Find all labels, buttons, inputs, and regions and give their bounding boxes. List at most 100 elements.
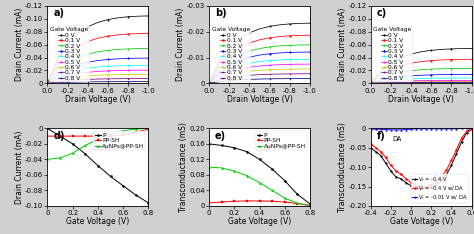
Y-axis label: Drain Current (mA): Drain Current (mA)	[176, 8, 185, 81]
AuNPs@PP-SH	[108, 132, 113, 135]
X-axis label: Gate Voltage (V): Gate Voltage (V)	[390, 217, 453, 227]
Text: c): c)	[377, 8, 387, 18]
$V_r$ = -0.01 V w/ DA	[423, 127, 429, 130]
AuNPs@PP-SH	[256, 181, 262, 184]
$V_r$ = -0.01 V w/ DA	[388, 128, 394, 131]
$V_r$ = -0.01 V w/ DA	[469, 127, 474, 130]
$V_r$ = -0.4 V w/ DA	[454, 148, 459, 151]
PP-SH	[45, 135, 50, 138]
$V_r$ = -0.01 V w/ DA	[454, 127, 459, 130]
AuNPs@PP-SH	[95, 138, 101, 141]
PP-SH	[120, 133, 126, 136]
AuNPs@PP-SH	[307, 204, 313, 207]
X-axis label: Gate Voltage (V): Gate Voltage (V)	[228, 217, 291, 227]
X-axis label: Gate Voltage (V): Gate Voltage (V)	[66, 217, 129, 227]
$V_r$ = -0.4 V w/ DA	[428, 183, 434, 186]
Line: P: P	[208, 143, 311, 205]
P	[269, 168, 275, 171]
AuNPs@PP-SH	[244, 174, 250, 177]
X-axis label: Drain Voltage (V): Drain Voltage (V)	[388, 95, 454, 104]
Line: $V_r$ = -0.01 V w/ DA: $V_r$ = -0.01 V w/ DA	[370, 128, 473, 131]
$V_r$ = -0.4 V w/ DA	[423, 185, 429, 188]
Y-axis label: Drain Current (mA): Drain Current (mA)	[15, 8, 24, 81]
$V_r$ = -0.4 V w/ DA	[444, 169, 449, 172]
$V_r$ = -0.4 V	[469, 128, 474, 131]
$V_r$ = -0.4 V w/ DA	[438, 176, 444, 178]
Line: PP-SH: PP-SH	[46, 128, 149, 137]
$V_r$ = -0.4 V	[428, 185, 434, 188]
P	[108, 175, 113, 178]
$V_r$ = -0.4 V	[448, 164, 454, 167]
AuNPs@PP-SH	[294, 202, 300, 205]
Y-axis label: Drain Current (mA): Drain Current (mA)	[15, 131, 24, 204]
PP-SH	[95, 135, 101, 138]
AuNPs@PP-SH	[57, 157, 63, 159]
$V_r$ = -0.4 V	[423, 187, 429, 190]
Legend: P, PP-SH, AuNPs@PP-SH: P, PP-SH, AuNPs@PP-SH	[255, 131, 307, 150]
PP-SH	[206, 201, 212, 204]
$V_r$ = -0.4 V w/ DA	[459, 137, 465, 139]
PP-SH	[282, 201, 288, 203]
$V_r$ = -0.4 V w/ DA	[393, 170, 399, 172]
$V_r$ = -0.4 V w/ DA	[408, 181, 414, 184]
$V_r$ = -0.4 V w/ DA	[388, 164, 394, 167]
$V_r$ = -0.01 V w/ DA	[393, 128, 399, 131]
Line: $V_r$ = -0.4 V w/ DA: $V_r$ = -0.4 V w/ DA	[370, 128, 473, 187]
AuNPs@PP-SH	[120, 129, 126, 132]
$V_r$ = -0.01 V w/ DA	[438, 127, 444, 130]
$V_r$ = -0.4 V	[378, 154, 383, 157]
AuNPs@PP-SH	[82, 144, 88, 147]
$V_r$ = -0.4 V w/ DA	[383, 156, 389, 159]
$V_r$ = -0.4 V	[373, 150, 379, 153]
PP-SH	[57, 135, 63, 138]
Y-axis label: Transconductance (mS): Transconductance (mS)	[179, 122, 188, 212]
Line: AuNPs@PP-SH: AuNPs@PP-SH	[46, 127, 149, 161]
$V_r$ = -0.4 V w/ DA	[378, 150, 383, 153]
PP-SH	[146, 128, 151, 131]
$V_r$ = -0.4 V w/ DA	[433, 180, 439, 183]
$V_r$ = -0.4 V	[368, 146, 374, 149]
P	[120, 184, 126, 187]
Line: PP-SH: PP-SH	[208, 200, 311, 207]
AuNPs@PP-SH	[269, 189, 275, 192]
Legend: 0 V, 0.1 V, 0.2 V, 0.3 V, 0.4 V, 0.5 V, 0.6 V, 0.7 V, 0.8 V: 0 V, 0.1 V, 0.2 V, 0.3 V, 0.4 V, 0.5 V, …	[210, 26, 251, 82]
Text: f): f)	[377, 131, 385, 141]
AuNPs@PP-SH	[70, 152, 75, 155]
$V_r$ = -0.4 V w/ DA	[418, 185, 424, 188]
$V_r$ = -0.4 V	[454, 152, 459, 155]
$V_r$ = -0.01 V w/ DA	[368, 128, 374, 131]
P	[57, 135, 63, 138]
$V_r$ = -0.4 V	[464, 132, 469, 134]
$V_r$ = -0.4 V	[459, 141, 465, 143]
$V_r$ = -0.4 V	[403, 181, 409, 184]
PP-SH	[133, 131, 138, 134]
Y-axis label: Transconductance (mS): Transconductance (mS)	[338, 122, 347, 212]
$V_r$ = -0.01 V w/ DA	[398, 128, 404, 131]
AuNPs@PP-SH	[133, 128, 138, 131]
P	[133, 194, 138, 197]
AuNPs@PP-SH	[231, 170, 237, 172]
$V_r$ = -0.4 V	[444, 173, 449, 176]
$V_r$ = -0.4 V	[408, 184, 414, 187]
$V_r$ = -0.01 V w/ DA	[428, 127, 434, 130]
X-axis label: Drain Voltage (V): Drain Voltage (V)	[65, 95, 131, 104]
$V_r$ = -0.01 V w/ DA	[378, 128, 383, 131]
$V_r$ = -0.4 V w/ DA	[398, 173, 404, 176]
$V_r$ = -0.01 V w/ DA	[403, 128, 409, 131]
PP-SH	[269, 200, 275, 203]
Text: b): b)	[215, 8, 227, 18]
P	[307, 203, 313, 205]
$V_r$ = -0.4 V w/ DA	[368, 143, 374, 145]
P	[282, 179, 288, 182]
Legend: $V_r$ = -0.4 V, $V_r$ = -0.4 V w/ DA, $V_r$ = -0.01 V w/ DA: $V_r$ = -0.4 V, $V_r$ = -0.4 V w/ DA, $V…	[410, 174, 469, 203]
AuNPs@PP-SH	[45, 158, 50, 161]
P	[231, 146, 237, 149]
$V_r$ = -0.01 V w/ DA	[444, 127, 449, 130]
$V_r$ = -0.4 V	[383, 162, 389, 165]
AuNPs@PP-SH	[219, 167, 225, 169]
$V_r$ = -0.4 V	[413, 186, 419, 189]
$V_r$ = -0.4 V w/ DA	[373, 146, 379, 149]
P	[70, 143, 75, 145]
$V_r$ = -0.01 V w/ DA	[413, 127, 419, 130]
$V_r$ = -0.4 V w/ DA	[448, 159, 454, 161]
